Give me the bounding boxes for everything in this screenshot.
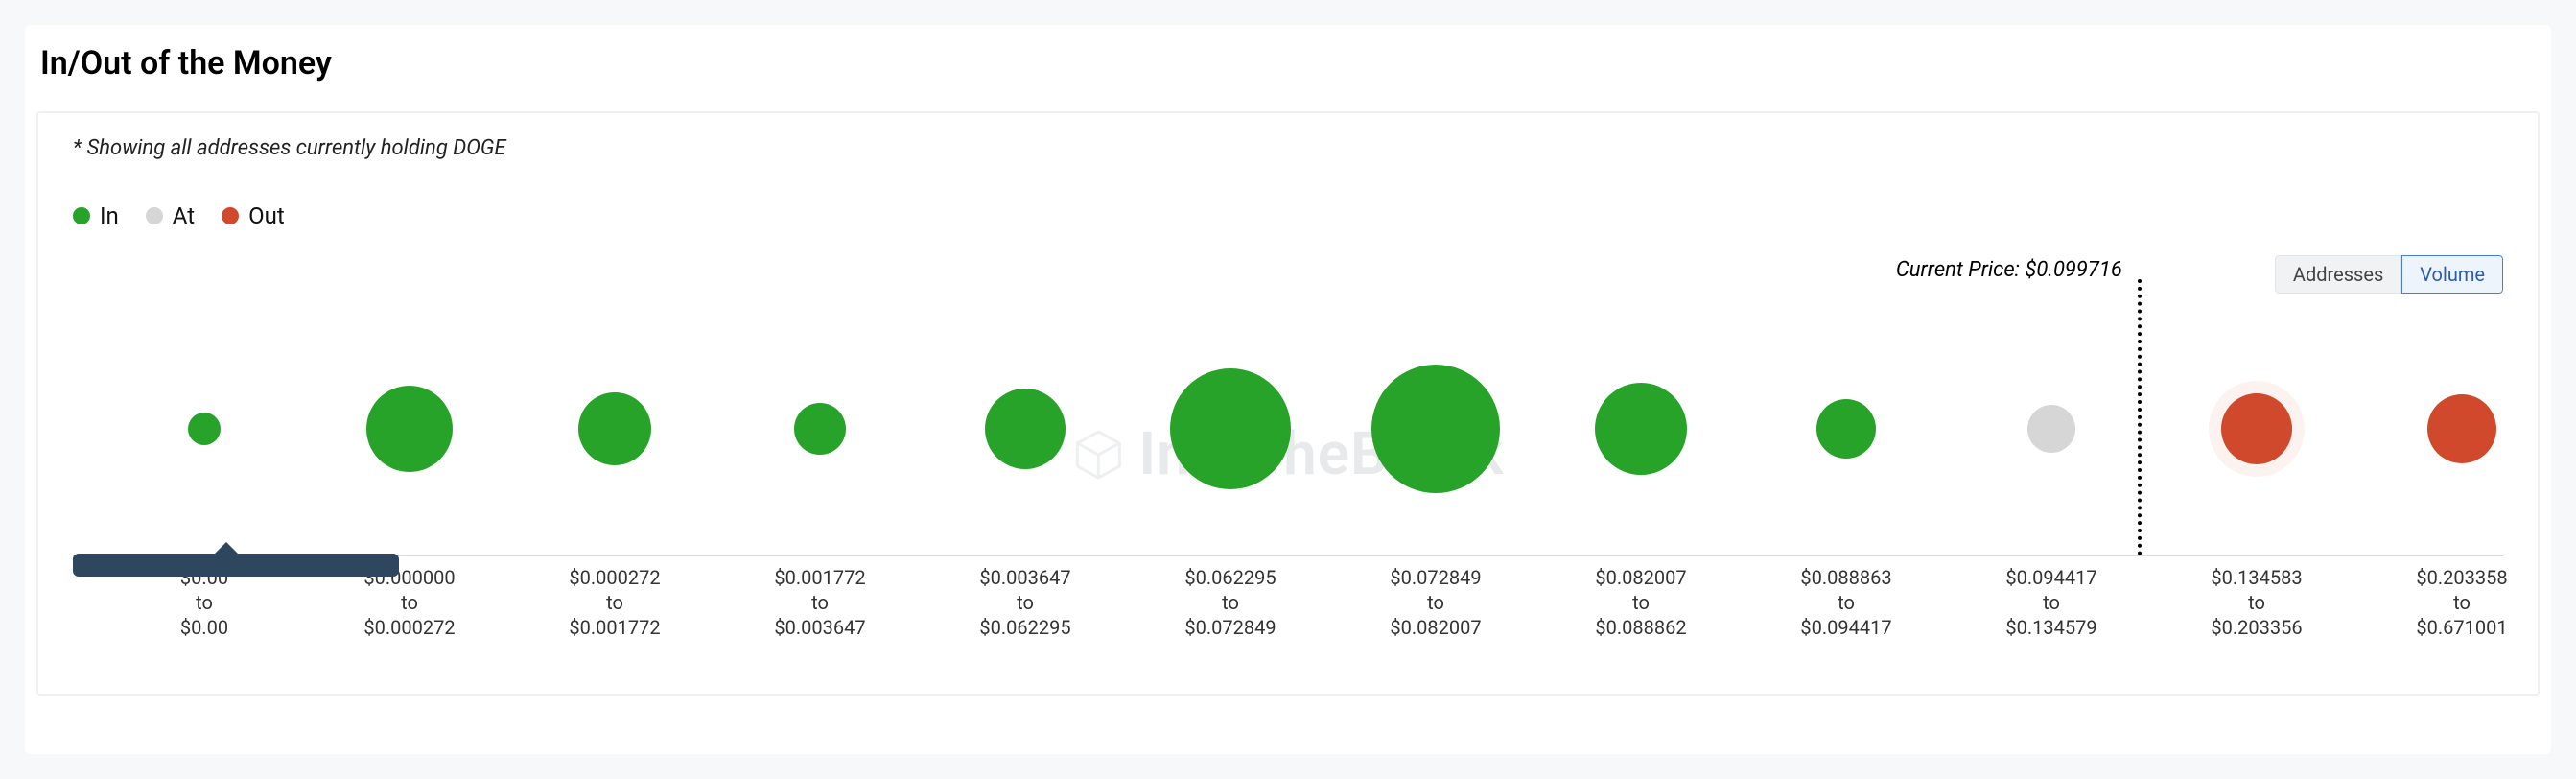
x-label: $0.088863to$0.094417 bbox=[1800, 565, 1891, 640]
bubble-cell[interactable] bbox=[307, 304, 512, 554]
x-label: $0.082007to$0.088862 bbox=[1595, 565, 1686, 640]
toggle-addresses[interactable]: Addresses bbox=[2275, 255, 2401, 294]
legend-dot bbox=[222, 207, 239, 224]
legend-item-out[interactable]: Out bbox=[222, 202, 285, 229]
tooltip bbox=[73, 554, 399, 577]
current-price-line bbox=[2138, 279, 2142, 555]
bubble-cell[interactable] bbox=[2359, 304, 2564, 554]
bubble-in[interactable] bbox=[188, 413, 221, 445]
x-label: $0.000272to$0.001772 bbox=[569, 565, 660, 640]
bubble-cell[interactable] bbox=[2154, 304, 2359, 554]
bubble-in[interactable] bbox=[578, 392, 651, 465]
toggle-group: AddressesVolume bbox=[2275, 255, 2503, 294]
x-label: $0.072849to$0.082007 bbox=[1390, 565, 1481, 640]
legend-item-at[interactable]: At bbox=[146, 202, 195, 229]
x-label: $0.134583to$0.203356 bbox=[2211, 565, 2302, 640]
panel: In/Out of the Money * Showing all addres… bbox=[25, 25, 2551, 754]
chart-card: * Showing all addresses currently holdin… bbox=[36, 111, 2540, 696]
bubble-cell[interactable] bbox=[1949, 304, 2154, 554]
legend-dot bbox=[73, 207, 90, 224]
current-price-label: Current Price: $0.099716 bbox=[1896, 258, 2138, 282]
bubble-cell[interactable] bbox=[923, 304, 1128, 554]
bubble-cell[interactable] bbox=[1744, 304, 1949, 554]
bubble-in[interactable] bbox=[366, 386, 453, 472]
legend-label: At bbox=[173, 202, 195, 229]
x-label: $0.062295to$0.072849 bbox=[1184, 565, 1276, 640]
x-label: $0.001772to$0.003647 bbox=[774, 565, 865, 640]
bubble-cell[interactable] bbox=[512, 304, 717, 554]
bubble-cell[interactable] bbox=[1333, 304, 1538, 554]
toggle-volume[interactable]: Volume bbox=[2401, 255, 2503, 294]
x-label: $0.003647to$0.062295 bbox=[979, 565, 1070, 640]
bubble-out[interactable] bbox=[2221, 393, 2292, 464]
page-title: In/Out of the Money bbox=[25, 25, 2551, 111]
bubble-in[interactable] bbox=[1371, 365, 1500, 493]
bubble-in[interactable] bbox=[794, 403, 846, 455]
bubble-in[interactable] bbox=[1816, 399, 1876, 459]
x-label: $0.203358to$0.671001 bbox=[2416, 565, 2507, 640]
legend-label: Out bbox=[248, 202, 285, 229]
legend-item-in[interactable]: In bbox=[73, 202, 119, 229]
bubble-in[interactable] bbox=[985, 389, 1066, 469]
bubble-cell[interactable] bbox=[1538, 304, 1744, 554]
bubble-at[interactable] bbox=[2027, 405, 2075, 453]
bubble-in[interactable] bbox=[1170, 368, 1291, 489]
x-label: $0.094417to$0.134579 bbox=[2005, 565, 2096, 640]
chart-subtitle: * Showing all addresses currently holdin… bbox=[73, 136, 2503, 160]
legend-dot bbox=[146, 207, 163, 224]
bubble-cell[interactable] bbox=[1128, 304, 1333, 554]
chart-area: IntoTheBlock $0.00to$0.00$0.000000to$0.0… bbox=[73, 304, 2503, 669]
baseline bbox=[73, 555, 2503, 556]
bubble-cell[interactable] bbox=[102, 304, 307, 554]
legend: In At Out bbox=[73, 202, 2503, 229]
legend-label: In bbox=[100, 202, 119, 229]
x-axis-labels: $0.00to$0.00$0.000000to$0.000272$0.00027… bbox=[73, 565, 2503, 661]
bubble-in[interactable] bbox=[1595, 383, 1687, 475]
bubble-cell[interactable] bbox=[717, 304, 923, 554]
bubble-out[interactable] bbox=[2427, 394, 2496, 463]
